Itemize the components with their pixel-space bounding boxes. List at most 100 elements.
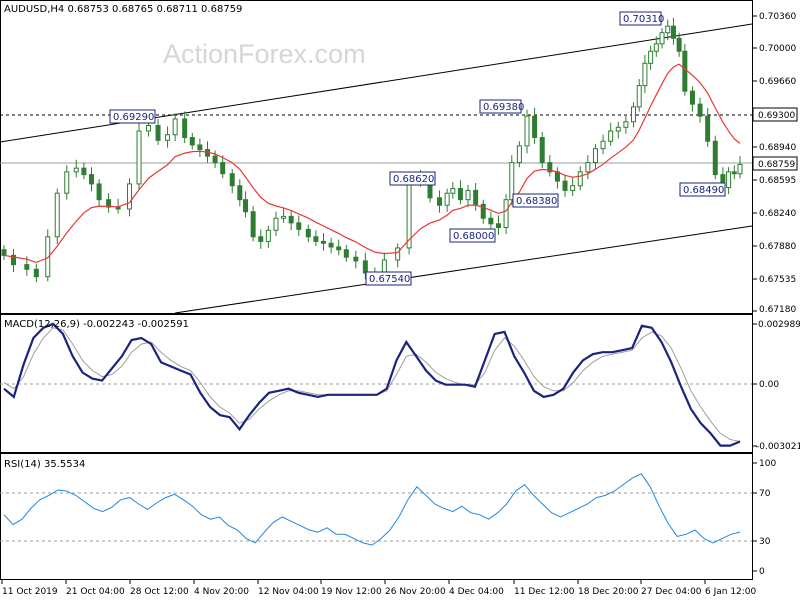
candle <box>265 225 271 248</box>
x-tick-label: 4 Nov 20:00 <box>194 587 249 597</box>
candle <box>465 184 471 208</box>
candle <box>608 122 614 146</box>
x-tick-label: 28 Oct 12:00 <box>130 587 189 597</box>
candle <box>539 131 545 169</box>
candle <box>64 165 70 200</box>
price-y-axis: 0.70360 0.70000 0.69660 0.69300 0.68940 … <box>752 12 798 315</box>
candle <box>197 138 203 158</box>
x-tick-label: 11 Oct 2019 <box>2 587 58 597</box>
candle <box>437 190 443 213</box>
candle <box>562 174 568 197</box>
candle <box>503 194 509 235</box>
candle <box>313 230 319 247</box>
candle <box>321 233 327 251</box>
annotation-label: 0.68380 <box>516 196 557 207</box>
candle <box>547 155 553 177</box>
rsi-tick: 0 <box>759 567 765 577</box>
candle <box>600 134 606 155</box>
annotation-low-0-68490: 0.68490 <box>679 182 726 197</box>
rsi-layer <box>3 473 741 546</box>
current-price-label: 0.68759 <box>758 160 795 170</box>
macd-main-line <box>3 322 741 447</box>
candle <box>577 166 583 191</box>
candle <box>96 179 102 207</box>
candle <box>296 215 302 236</box>
price-tick: 0.68940 <box>759 143 796 153</box>
rsi-header: RSI(14) 35.5534 <box>4 459 85 470</box>
annotation-label: 0.69380 <box>483 102 524 113</box>
price-tick: 0.68240 <box>759 209 796 219</box>
price-panel <box>0 0 753 314</box>
annotation-label: 0.68000 <box>453 231 494 242</box>
candle <box>726 167 732 195</box>
annotation-label: 0.67540 <box>369 274 410 285</box>
candle <box>336 239 342 256</box>
x-tick-label: 11 Dec 12:00 <box>514 587 575 597</box>
price-tick: 0.67180 <box>759 305 796 315</box>
candle <box>676 32 682 57</box>
candle <box>630 102 636 128</box>
candle <box>33 263 39 283</box>
annotation-label: 0.68490 <box>683 185 724 196</box>
candle <box>665 19 671 41</box>
candle <box>712 135 718 180</box>
annotation-high-0-69290: 0.69290 <box>109 109 156 124</box>
x-tick-label: 26 Nov 20:00 <box>385 587 446 597</box>
candle <box>258 229 264 249</box>
candle <box>488 211 494 229</box>
candle <box>670 17 676 45</box>
annotation-low-0-67540: 0.67540 <box>365 271 412 286</box>
candle <box>54 188 60 245</box>
rsi-y-axis: 100 70 30 0 <box>752 459 776 577</box>
annotation-low-0-68000: 0.68000 <box>449 228 496 243</box>
candle <box>648 45 654 70</box>
watermark: ActionForex.com <box>163 39 366 69</box>
x-tick-label: 6 Jan 12:00 <box>705 587 757 597</box>
candle <box>155 118 161 145</box>
candle <box>136 123 142 191</box>
candle <box>509 155 515 206</box>
candle <box>516 141 522 168</box>
macd-layer <box>3 322 741 447</box>
macd-tick: 0.002989 <box>758 320 800 330</box>
macd-y-axis: 0.002989 0.00 -0.003021 <box>752 320 800 452</box>
candle <box>480 199 486 224</box>
rsi-line <box>3 473 741 546</box>
candle <box>395 243 401 268</box>
x-tick-label: 19 Nov 12:00 <box>321 587 382 597</box>
candle <box>473 182 479 211</box>
candle <box>705 107 711 147</box>
channel-lower-line <box>174 225 753 314</box>
candle <box>172 113 178 142</box>
candle <box>524 109 530 154</box>
candle <box>106 193 112 213</box>
x-tick-label: 27 Dec 04:00 <box>641 587 702 597</box>
candle <box>281 208 287 223</box>
candle <box>731 165 737 180</box>
rsi-tick: 100 <box>759 459 776 469</box>
candle <box>592 144 598 170</box>
candle <box>615 121 621 139</box>
macd-tick: -0.003021 <box>756 442 800 452</box>
candle <box>81 162 87 180</box>
candle <box>273 211 279 236</box>
rsi-tick: 70 <box>759 489 771 499</box>
candle <box>243 191 249 218</box>
rsi-tick: 30 <box>759 537 771 547</box>
candle <box>406 174 412 255</box>
candle <box>88 167 94 192</box>
candle <box>288 210 294 231</box>
sma-layer <box>3 63 741 264</box>
candle <box>250 206 256 242</box>
level-price-label: 0.69300 <box>758 111 795 121</box>
candle <box>585 155 591 180</box>
candle <box>659 28 665 49</box>
candle <box>237 179 243 207</box>
x-tick-label: 12 Nov 04:00 <box>258 587 319 597</box>
annotation-high-0-68620: 0.68620 <box>389 171 436 186</box>
candle <box>653 36 659 57</box>
annotation-high-0-70310: 0.70310 <box>619 11 664 26</box>
price-tick: 0.70360 <box>759 12 796 22</box>
candle <box>495 215 501 235</box>
